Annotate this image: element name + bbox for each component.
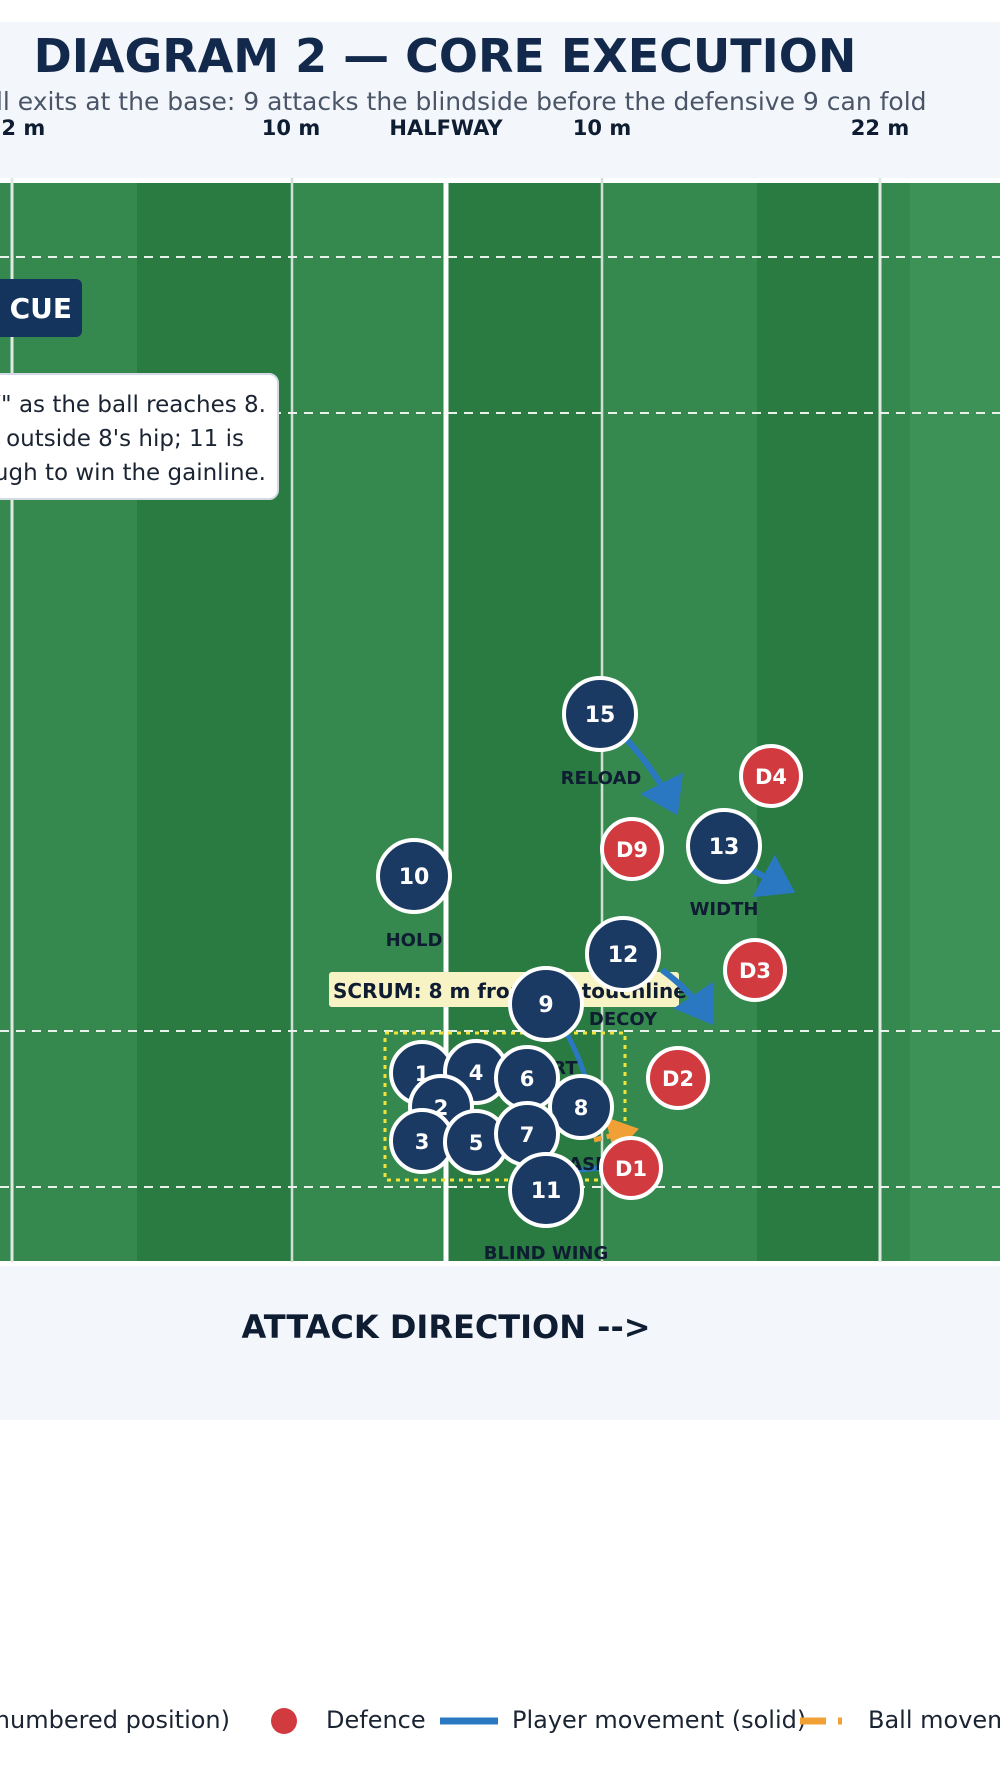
cue-note-box: [0, 373, 279, 500]
marker-10m-right: 10 m: [573, 116, 631, 140]
role-label-blind-wing: BLIND WING: [484, 1243, 609, 1264]
path-15: [624, 737, 684, 816]
svg-text:3: 3: [415, 1130, 430, 1154]
pitch: [0, 178, 1000, 1266]
diagram-title: DIAGRAM 2 — CORE EXECUTION: [34, 29, 857, 83]
player-6: 6: [494, 1045, 560, 1111]
legend-defence-label: Defence: [326, 1706, 426, 1734]
svg-text:12: 12: [608, 943, 639, 968]
svg-text:7: 7: [520, 1123, 535, 1147]
defender-d3: D3: [723, 938, 787, 1002]
legend-ball-movement-label: Ball movement (dashed): [868, 1706, 1000, 1734]
player-9: 9: [508, 966, 584, 1042]
svg-text:9: 9: [538, 993, 553, 1018]
player-13: 13: [686, 808, 762, 884]
cue-badge: [0, 279, 82, 337]
player-10: 10: [376, 838, 452, 914]
legend-player-movement-label: Player movement (solid): [512, 1706, 806, 1734]
movement-paths: [559, 737, 796, 1175]
attack-players: 15 13 10 12 9 1 4 6 2 8 3 5 7 11: [376, 676, 762, 1228]
defender-d4: D4: [739, 744, 803, 808]
marker-22m-right: 22 m: [851, 116, 909, 140]
marker-22m-left: 22 m: [0, 116, 45, 140]
svg-text:10: 10: [399, 865, 430, 890]
svg-text:11: 11: [531, 1179, 562, 1204]
player-15: 15: [562, 676, 638, 752]
cue-note-line-3: through to win the gainline.: [0, 460, 266, 486]
svg-text:13: 13: [709, 835, 740, 860]
svg-text:D9: D9: [616, 838, 648, 862]
defender-d1: D1: [599, 1136, 663, 1200]
svg-text:D3: D3: [739, 959, 771, 983]
cue-badge-text: CALLING CUE: [0, 292, 72, 325]
role-label-reload: RELOAD: [561, 768, 642, 789]
ball-path-9: [593, 1116, 639, 1156]
player-8: 8: [548, 1074, 614, 1140]
cue-note-line-1: 9 calls "NOW" as the ball reaches 8.: [0, 392, 266, 418]
svg-text:D4: D4: [755, 765, 787, 789]
cue-note-line-2: 9 breaks outside 8's hip; 11 is: [0, 426, 244, 452]
diagram-subtitle: Ball exits at the base: 9 attacks the bl…: [0, 87, 927, 116]
marker-halfway: HALFWAY: [389, 116, 503, 140]
legend: Attack (numbered position) Defence Playe…: [0, 1706, 1000, 1734]
svg-text:4: 4: [469, 1061, 484, 1085]
path-12: [660, 967, 714, 1025]
path-13: [750, 854, 796, 898]
legend-defence-swatch: [271, 1708, 297, 1734]
player-12: 12: [585, 916, 661, 992]
svg-text:8: 8: [574, 1096, 589, 1120]
svg-text:15: 15: [585, 703, 616, 728]
marker-10m-left: 10 m: [262, 116, 320, 140]
defence-players: D4 D9 D3 D2 D1: [599, 744, 803, 1200]
svg-text:5: 5: [469, 1131, 484, 1155]
role-label-decoy: DECOY: [589, 1009, 658, 1030]
defender-d2: D2: [646, 1046, 710, 1110]
role-label-hold: HOLD: [386, 930, 443, 951]
scrum-label-box: [329, 972, 679, 1007]
player-11: 11: [508, 1152, 584, 1228]
role-label-width: WIDTH: [690, 899, 759, 920]
scrum-zone: [383, 1031, 627, 1182]
svg-text:D1: D1: [615, 1157, 647, 1181]
attack-direction-label: ATTACK DIRECTION -->: [241, 1308, 650, 1346]
svg-text:D2: D2: [662, 1067, 694, 1091]
legend-attack-label: Attack (numbered position): [0, 1706, 230, 1734]
defender-d9: D9: [600, 817, 664, 881]
svg-text:6: 6: [520, 1067, 535, 1091]
